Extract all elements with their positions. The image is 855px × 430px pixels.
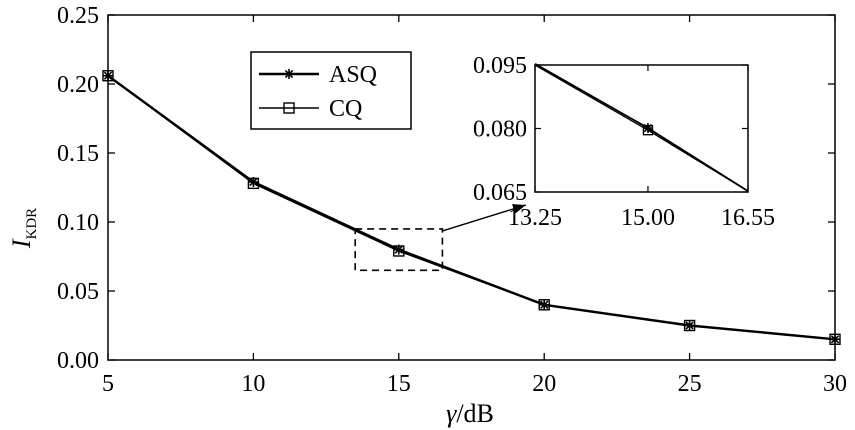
legend: ASQ CQ <box>250 51 412 130</box>
inset-y-tick-label: 0.095 <box>473 53 527 79</box>
x-tick-label: 15 <box>387 371 411 397</box>
asq-marker-stroke <box>394 245 403 254</box>
x-axis-label-symbol: γ <box>446 399 457 428</box>
y-tick-label: 0.15 <box>57 141 99 167</box>
y-tick-label: 0.00 <box>57 348 99 374</box>
x-tick-label: 10 <box>241 371 265 397</box>
asq-marker <box>642 123 653 134</box>
asq-marker-stroke <box>685 321 694 330</box>
y-tick-label: 0.05 <box>57 279 99 305</box>
x-tick-label: 5 <box>102 371 114 397</box>
asq-marker <box>830 334 840 345</box>
asq-marker <box>684 320 695 331</box>
cq-marker <box>102 70 114 82</box>
y-axis-label-sub: KDR <box>24 208 40 240</box>
y-tick-label: 0.10 <box>57 210 99 236</box>
y-tick-label: 0.25 <box>57 3 99 29</box>
cq-marker <box>247 177 260 190</box>
y-axis-label: IKDR <box>7 208 40 249</box>
cq-marker <box>283 102 295 114</box>
arrow-head <box>512 204 526 214</box>
asq-marker <box>539 299 550 310</box>
inset-y-tick-label: 0.065 <box>473 180 527 206</box>
zoom-box <box>354 228 444 272</box>
zoom-connector <box>442 204 527 232</box>
y-axis-label-main: I <box>7 238 36 249</box>
asq-marker <box>103 70 113 81</box>
x-axis-label: γ/dB <box>446 399 494 428</box>
asq-marker <box>284 69 294 79</box>
asq-marker-stroke <box>103 71 113 80</box>
inset-x-tick-label: 16.55 <box>721 205 775 231</box>
asq-marker-stroke <box>249 177 258 187</box>
cq-marker <box>642 124 654 136</box>
legend-box <box>250 51 412 130</box>
cq-marker <box>829 333 841 345</box>
y-tick-label: 0.20 <box>57 72 99 98</box>
x-tick-label: 25 <box>678 371 702 397</box>
inset-y-tick-label: 0.080 <box>473 117 527 143</box>
legend-label-asq: ASQ <box>329 62 377 88</box>
legend-label-cq: CQ <box>329 96 362 122</box>
asq-marker-stroke <box>284 69 294 79</box>
x-tick-label: 20 <box>532 371 556 397</box>
x-tick-label: 30 <box>823 371 847 397</box>
plot-frame <box>107 14 836 361</box>
x-axis-label-unit: /dB <box>456 399 494 428</box>
cq-marker <box>683 319 696 332</box>
plot-layer: 5 10 15 20 25 30 0.00 0.05 0.10 0.15 0.20 0.25 <box>57 3 847 397</box>
cq-marker <box>393 245 405 257</box>
series-line-cq <box>107 75 836 341</box>
asq-marker-stroke <box>540 300 549 309</box>
cq-marker <box>538 299 550 311</box>
axis-labels: γ/dB IKDR <box>7 208 494 428</box>
inset-x-tick-label: 15.00 <box>621 205 675 231</box>
asq-marker-stroke <box>830 335 840 344</box>
